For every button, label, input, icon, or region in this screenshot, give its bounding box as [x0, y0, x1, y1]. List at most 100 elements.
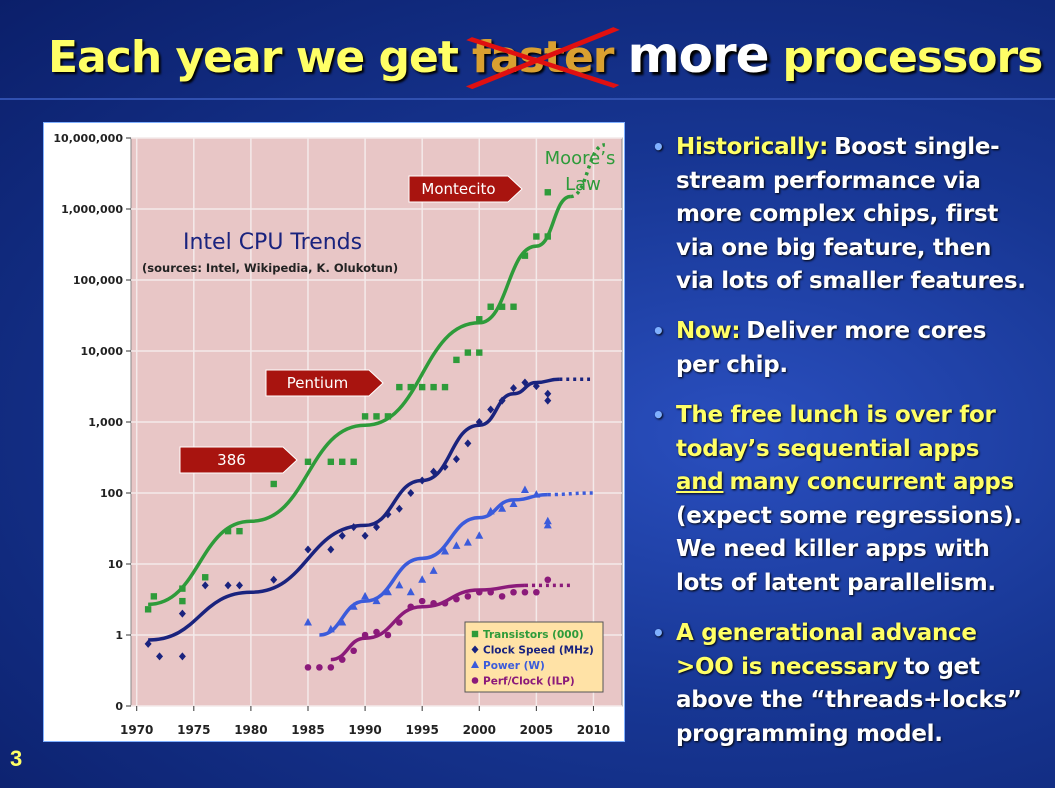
- data-point: [361, 413, 369, 420]
- bullet-line: via lots of smaller features.: [676, 265, 1047, 299]
- data-point: [463, 538, 472, 546]
- x-tick-label: 2000: [463, 723, 496, 737]
- arrow-callout: [408, 175, 523, 203]
- data-point: [361, 631, 369, 639]
- legend-label: Transistors (000): [483, 629, 584, 641]
- title-word: faster: [465, 27, 620, 89]
- data-point: [544, 389, 552, 398]
- projection-line: [547, 491, 594, 497]
- data-point: [543, 520, 552, 529]
- data-point: [224, 581, 232, 590]
- data-point: [144, 639, 152, 648]
- text-run: Deliver more cores: [746, 318, 987, 344]
- text-run: above the “threads+locks”: [676, 687, 1022, 714]
- data-point: [224, 527, 232, 535]
- data-point: [498, 396, 506, 405]
- page-number: 3: [10, 746, 23, 771]
- data-point: [418, 597, 426, 605]
- data-point: [339, 458, 346, 466]
- bullet-line: lots of latent parallelism.: [676, 567, 1047, 601]
- data-point: [543, 516, 552, 525]
- bullet-line: The free lunch is over for: [676, 399, 1047, 433]
- data-point: [270, 480, 277, 488]
- data-point: [453, 356, 460, 364]
- data-point: [544, 189, 551, 196]
- text-run: more complex chips, first: [676, 201, 999, 228]
- bullet-dot: •: [652, 621, 665, 645]
- x-tick-label: 2005: [520, 723, 553, 737]
- y-tick-label: 10,000,000: [53, 132, 123, 145]
- data-point: [361, 531, 369, 540]
- x-tick-label: 1970: [120, 723, 153, 737]
- bullet-dot: •: [652, 135, 665, 159]
- data-point: [383, 587, 392, 596]
- title-rule: [0, 98, 1055, 100]
- data-point: [453, 595, 460, 603]
- data-point: [476, 349, 483, 356]
- title-word: more: [627, 26, 770, 84]
- bullet-line: Historically: Boost single-: [676, 131, 1047, 165]
- data-point: [350, 458, 357, 466]
- text-run: programming model.: [676, 720, 943, 747]
- data-point: [510, 303, 517, 310]
- data-point: [236, 527, 243, 535]
- text-run: The free lunch is over for: [676, 402, 996, 428]
- data-point: [521, 378, 529, 387]
- data-point: [178, 652, 186, 661]
- x-tick-label: 1985: [291, 723, 324, 737]
- slide-title: Each year we getfastermoreprocessors: [48, 26, 1055, 89]
- bullet-line: above the “threads+locks”: [676, 684, 1047, 718]
- data-point: [520, 485, 529, 494]
- data-point: [270, 575, 278, 584]
- strike-cross: [465, 27, 620, 89]
- data-point: [316, 664, 323, 671]
- data-point: [349, 602, 358, 610]
- data-point: [350, 647, 357, 655]
- data-point: [303, 617, 312, 626]
- x-tick-label: 1995: [405, 723, 438, 737]
- x-tick-label: 1990: [348, 723, 381, 737]
- data-point: [373, 523, 380, 532]
- bullet-line: stream performance via: [676, 165, 1047, 199]
- data-point: [156, 652, 164, 661]
- data-point: [441, 546, 450, 555]
- data-point: [350, 523, 358, 532]
- data-point: [487, 405, 495, 414]
- data-point: [471, 630, 479, 638]
- data-point: [471, 677, 479, 684]
- data-point: [471, 660, 479, 668]
- data-point: [396, 619, 403, 626]
- data-point: [532, 382, 540, 391]
- bullet-dot: •: [652, 403, 665, 427]
- data-point: [498, 504, 507, 512]
- data-point: [179, 585, 186, 592]
- bullet: • Now: Deliver more cores per chip.: [652, 315, 1047, 382]
- data-point: [544, 233, 551, 240]
- data-point: [498, 593, 506, 600]
- text-run: Boost single-: [834, 134, 1000, 160]
- data-point: [452, 455, 460, 464]
- bullet-line: via one big feature, then: [676, 232, 1047, 266]
- chart-title: Intel CPU Trends: [183, 230, 362, 255]
- text-run: today’s sequential apps: [676, 435, 980, 462]
- y-tick-label: 0: [115, 700, 123, 713]
- y-tick-label: 10,000: [81, 345, 124, 358]
- data-point: [475, 418, 483, 426]
- data-point: [338, 617, 347, 626]
- data-point: [510, 384, 518, 393]
- data-point: [471, 645, 479, 654]
- x-tick-label: 1975: [177, 723, 210, 737]
- data-point: [304, 664, 312, 671]
- data-point: [533, 588, 540, 596]
- bullet-line: >OO is necessary to get: [676, 651, 1047, 685]
- data-point: [533, 233, 540, 240]
- chart: 0 1 10 100 1,000 10,000 100,000 1,000,000 10,000…: [43, 122, 625, 742]
- bullet-line: and many concurrent apps: [676, 466, 1047, 500]
- data-point: [304, 458, 312, 466]
- bullet-line: more complex chips, first: [676, 198, 1047, 232]
- bullet: • The free lunch is over for today’s seque…: [652, 399, 1047, 601]
- data-point: [327, 664, 335, 671]
- text-run: and: [676, 469, 724, 496]
- data-point: [544, 576, 552, 584]
